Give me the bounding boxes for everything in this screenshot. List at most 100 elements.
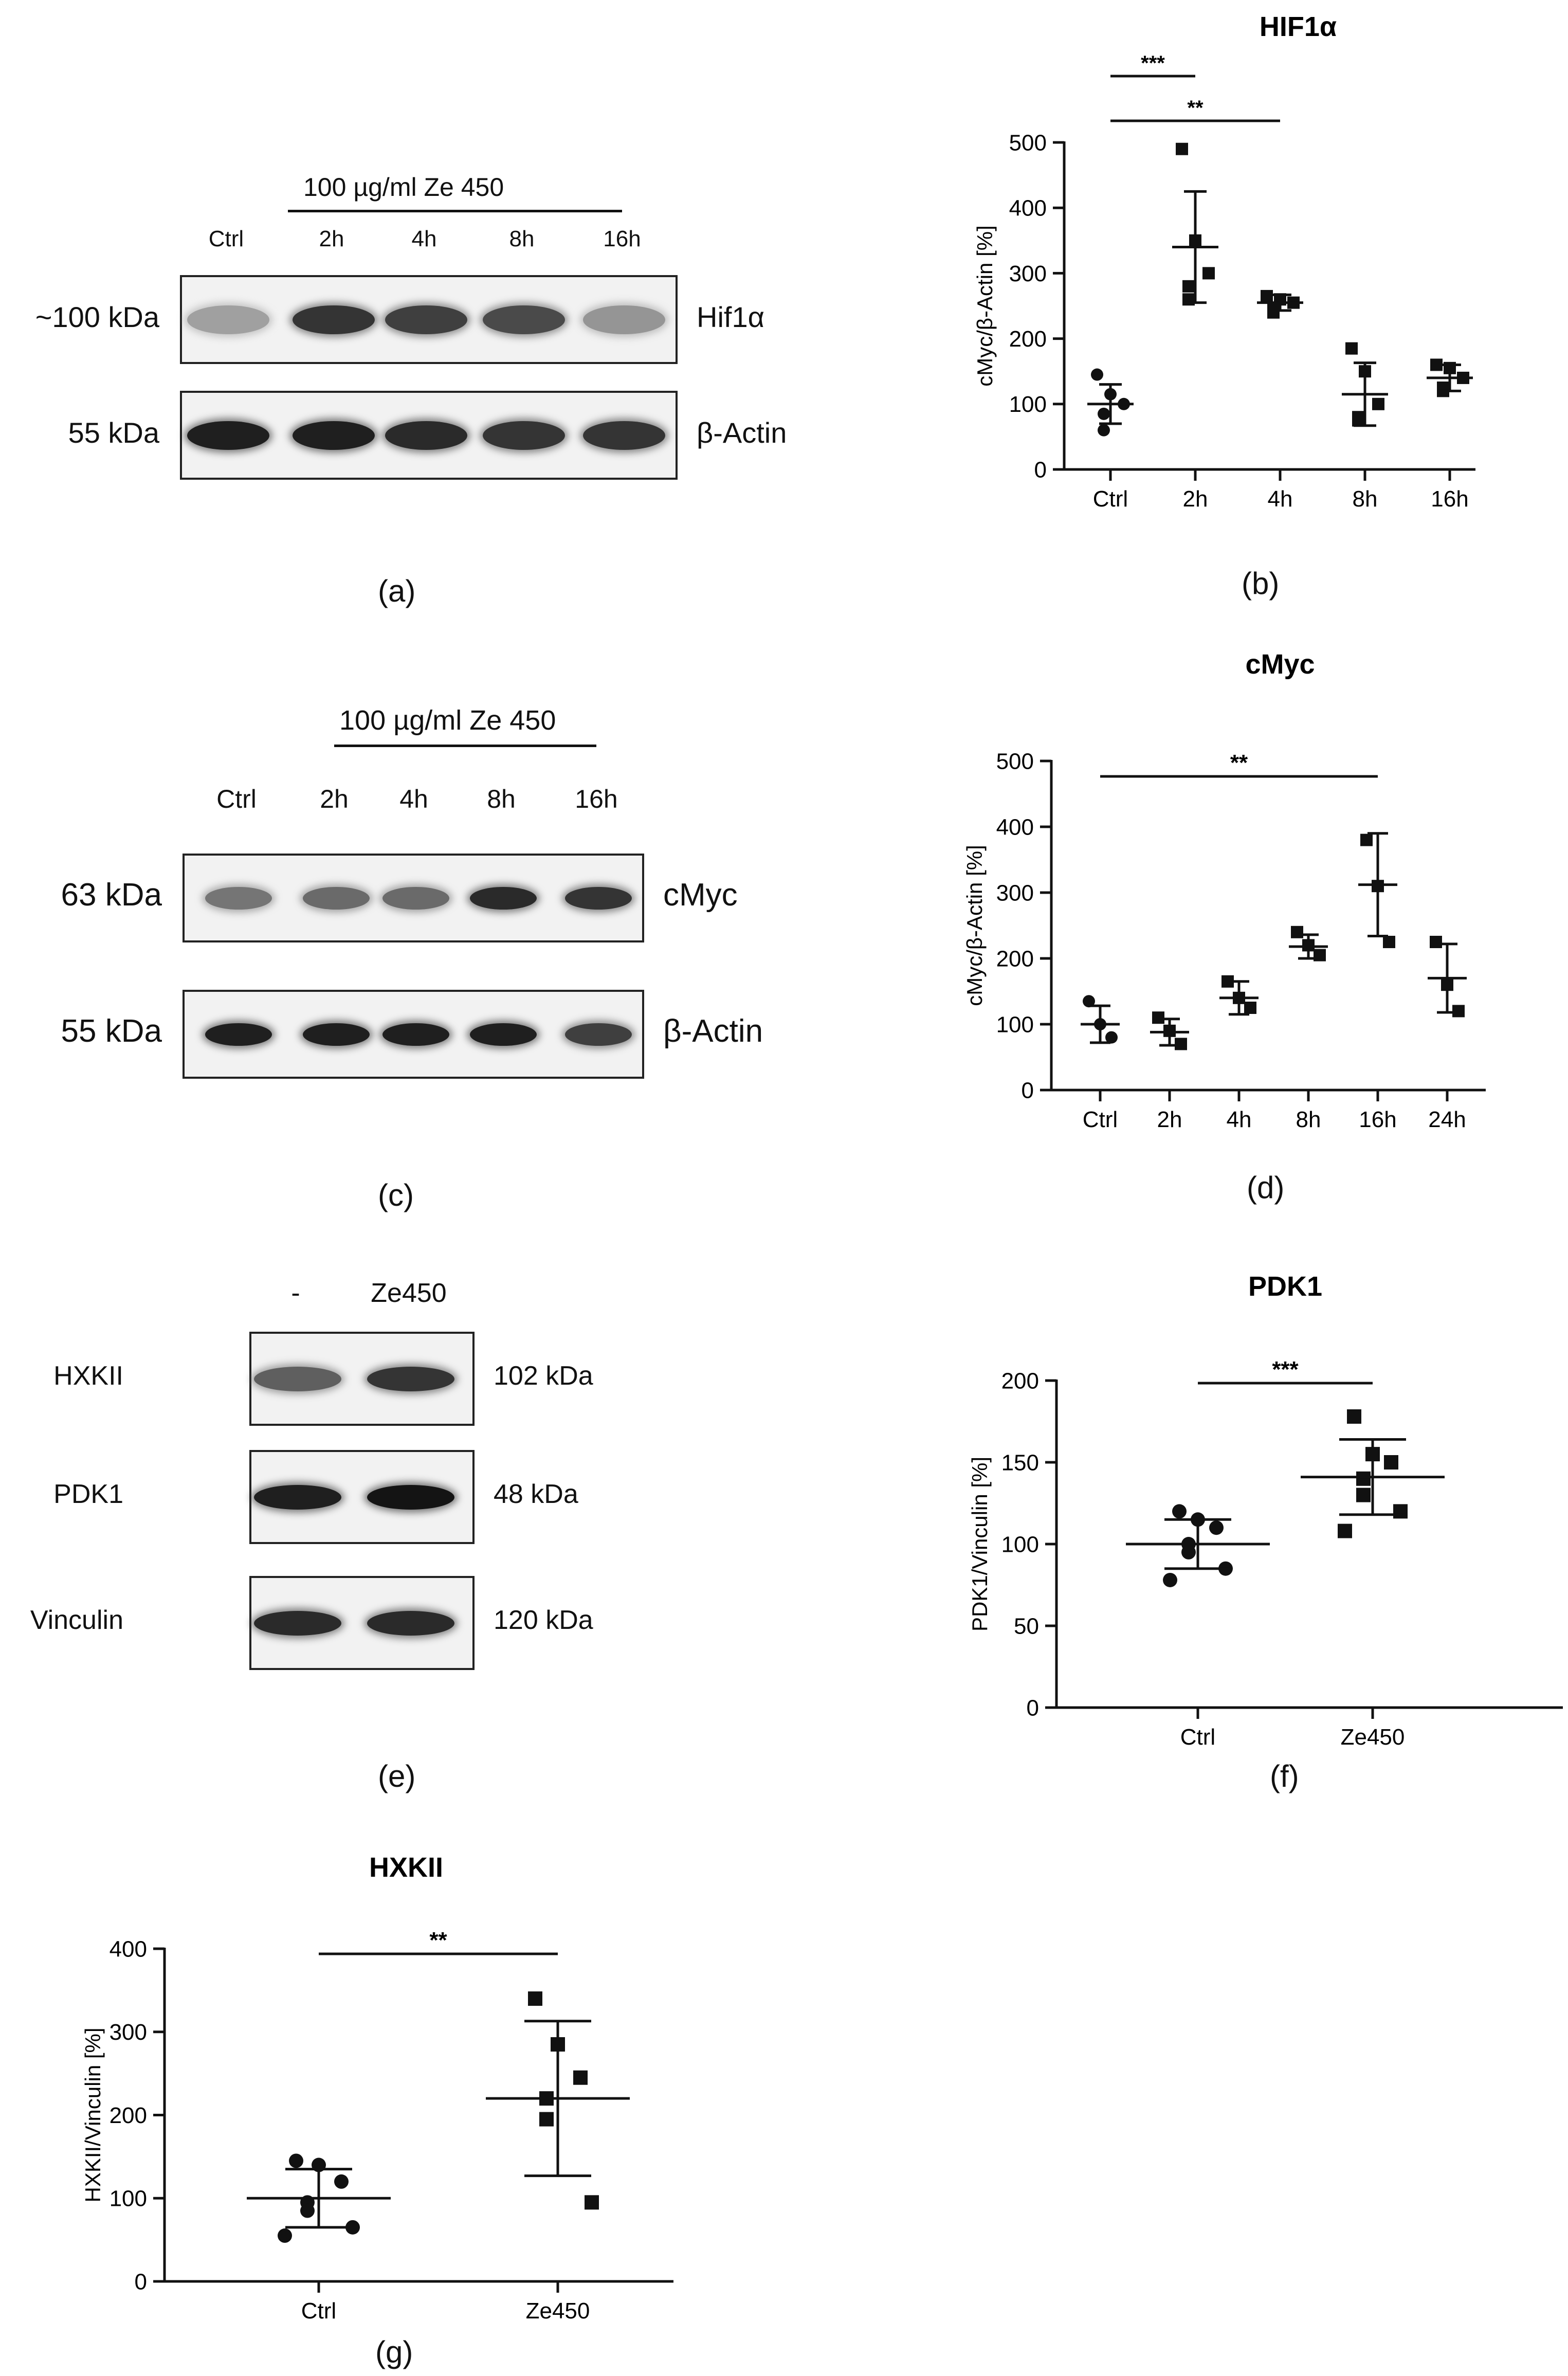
y-tick-label: 0 xyxy=(1022,1078,1034,1103)
y-axis-label: HXKII/Vinculin [%] xyxy=(81,2027,105,2202)
blot-membrane xyxy=(180,391,678,480)
chart-title: PDK1 xyxy=(1248,1271,1322,1302)
protein-label: HXKII xyxy=(53,1361,123,1391)
data-point xyxy=(289,2153,303,2168)
y-tick-label: 100 xyxy=(996,1012,1034,1037)
data-point xyxy=(585,2195,599,2210)
x-tick-label: 24h xyxy=(1428,1107,1466,1132)
chart-title: cMyc xyxy=(1245,649,1315,680)
caption-d: (d) xyxy=(1247,1170,1285,1205)
data-point xyxy=(1383,936,1395,948)
chart-d-cmyc: cMyc 0 100 200 300 400 500 cMyc/β-Actin [%] Ctrl… xyxy=(962,649,1486,1132)
y-tick-label: 0 xyxy=(1034,457,1047,482)
lane-label: Ctrl xyxy=(208,226,244,251)
x-tick-label: 2h xyxy=(1183,486,1208,512)
x-tick-label: Ctrl xyxy=(301,2298,336,2324)
y-tick-label: 200 xyxy=(1001,1368,1039,1393)
data-point xyxy=(1393,1504,1408,1519)
data-point xyxy=(1384,1455,1398,1470)
molecular-weight-label: 48 kDa xyxy=(494,1479,578,1510)
y-axis-label: cMyc/β-Actin [%] xyxy=(962,845,987,1006)
lane-label: 2h xyxy=(320,785,349,813)
molecular-weight-label: ~100 kDa xyxy=(35,300,159,333)
data-point xyxy=(1360,833,1373,846)
significance-label: ** xyxy=(429,1928,447,1953)
lane-label: 2h xyxy=(319,226,344,251)
y-tick-label: 100 xyxy=(1001,1532,1039,1557)
lane-label: Ctrl xyxy=(216,785,257,813)
data-point xyxy=(1430,936,1442,948)
data-point xyxy=(539,2112,554,2127)
data-point xyxy=(1181,1545,1196,1559)
protein-band xyxy=(254,1366,341,1391)
protein-label: Vinculin xyxy=(30,1605,123,1636)
protein-band xyxy=(205,886,272,910)
data-point xyxy=(1209,1520,1224,1535)
protein-label: β-Actin xyxy=(663,1013,763,1049)
data-point xyxy=(1347,1409,1361,1424)
significance-label: *** xyxy=(1272,1357,1299,1382)
data-point xyxy=(1356,1488,1371,1502)
data-point xyxy=(1202,267,1215,280)
data-point xyxy=(300,2203,315,2218)
blot-membrane xyxy=(183,990,644,1079)
molecular-weight-label: 55 kDa xyxy=(68,416,159,449)
protein-band xyxy=(382,1023,449,1046)
chart-g-hxkii: HXKII 0 100 200 300 400 HXKII/Vinculin [%] Ctrl… xyxy=(81,1852,673,2324)
data-point xyxy=(1291,926,1303,938)
blot-membrane xyxy=(249,1332,475,1426)
lane-label: - xyxy=(291,1278,300,1308)
data-point xyxy=(1267,306,1280,319)
x-tick-label: 16h xyxy=(1431,486,1468,512)
y-tick-label: 500 xyxy=(1009,130,1047,155)
caption-f: (f) xyxy=(1270,1759,1299,1793)
lane-label: 16h xyxy=(603,226,641,251)
protein-band xyxy=(565,1023,632,1046)
chart-b-hif1a: HIF1α 0 100 200 300 400 500 cMyc/β-Actin [%] Ctr… xyxy=(973,11,1475,512)
protein-band xyxy=(565,886,632,910)
protein-band xyxy=(385,421,467,450)
y-axis-label: cMyc/β-Actin [%] xyxy=(973,225,997,387)
treatment-label: 100 µg/ml Ze 450 xyxy=(303,173,504,202)
protein-band xyxy=(254,1610,341,1636)
x-tick-label: 8h xyxy=(1353,486,1378,512)
y-tick-label: 300 xyxy=(996,880,1034,905)
chart-title: HXKII xyxy=(369,1852,443,1883)
molecular-weight-label: 63 kDa xyxy=(61,877,162,913)
blot-panel-e: - Ze450 HXKII 102 kDa PDK1 48 kDa Vinculin 120… xyxy=(0,1265,771,1676)
blot-membrane xyxy=(183,854,644,942)
protein-band xyxy=(303,1023,370,1046)
data-point xyxy=(1176,142,1188,155)
y-tick-label: 0 xyxy=(1027,1695,1039,1720)
blot-membrane xyxy=(249,1576,475,1670)
data-point xyxy=(1172,1504,1187,1519)
chart-f-pdk1: PDK1 0 50 100 150 200 PDK1/Vinculin [%] Ctrl Ze4… xyxy=(968,1271,1563,1750)
y-tick-label: 500 xyxy=(996,749,1034,774)
protein-band xyxy=(367,1484,454,1510)
blot-membrane xyxy=(180,275,678,364)
data-point xyxy=(1338,1523,1352,1538)
data-point xyxy=(1182,280,1195,293)
data-point xyxy=(1163,1572,1177,1587)
protein-band xyxy=(187,305,269,334)
protein-label: PDK1 xyxy=(53,1479,123,1510)
caption-b: (b) xyxy=(1242,566,1280,601)
lane-label: 4h xyxy=(411,226,437,251)
protein-band xyxy=(583,421,665,450)
data-point xyxy=(1356,1471,1371,1486)
molecular-weight-label: 120 kDa xyxy=(494,1605,593,1636)
y-tick-label: 150 xyxy=(1001,1450,1039,1475)
data-point xyxy=(1091,368,1103,381)
protein-band xyxy=(382,886,449,910)
data-point xyxy=(278,2228,292,2243)
y-tick-label: 0 xyxy=(135,2269,147,2294)
x-tick-label: 4h xyxy=(1227,1107,1252,1132)
protein-band xyxy=(254,1484,341,1510)
treatment-label: 100 µg/ml Ze 450 xyxy=(339,705,556,736)
y-tick-label: 100 xyxy=(1009,392,1047,417)
lane-label: 4h xyxy=(399,785,428,813)
data-point xyxy=(528,1991,542,2006)
y-tick-label: 300 xyxy=(110,2020,147,2045)
x-tick-label: 2h xyxy=(1157,1107,1182,1132)
x-tick-label: Ctrl xyxy=(1083,1107,1118,1132)
